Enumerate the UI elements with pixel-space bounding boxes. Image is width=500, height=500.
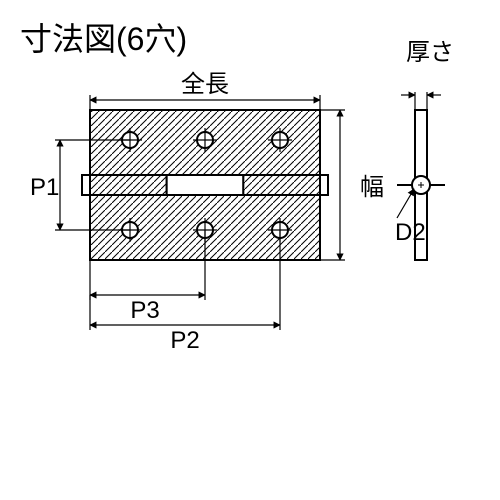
- pin-cap-right: [320, 175, 328, 195]
- label-d2: D2: [395, 219, 426, 246]
- label-width: 幅: [360, 174, 384, 201]
- label-p1: P1: [30, 174, 59, 201]
- label-total-length: 全長: [181, 71, 229, 98]
- hinge-knuckle: [243, 175, 320, 195]
- pin-cap-left: [82, 175, 90, 195]
- label-p2: P2: [170, 327, 199, 354]
- label-thickness: 厚さ: [406, 39, 454, 66]
- diagram-title: 寸法図(6穴): [20, 21, 187, 57]
- hinge-knuckle: [167, 175, 244, 195]
- dimension-diagram: 寸法図(6穴) 全長 P1 幅 D2 P3 P2 厚さ: [0, 0, 500, 500]
- label-p3: P3: [130, 297, 159, 324]
- hinge-knuckle: [90, 175, 167, 195]
